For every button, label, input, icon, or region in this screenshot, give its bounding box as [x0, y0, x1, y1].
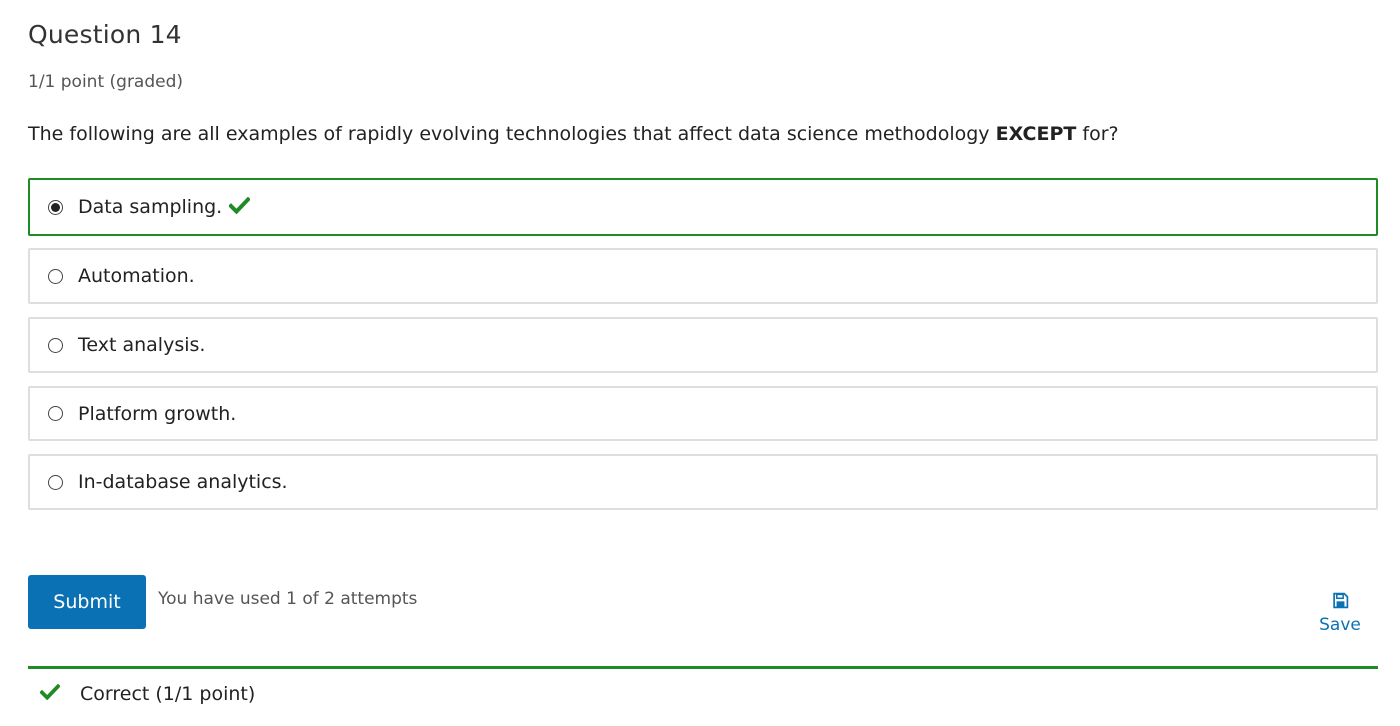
radio-button[interactable] [48, 406, 63, 421]
floppy-disk-icon [1332, 592, 1349, 613]
radio-button-checked[interactable] [48, 199, 63, 215]
prompt-text-start: The following are all examples of rapidl… [28, 123, 996, 145]
question-prompt: The following are all examples of rapidl… [28, 123, 1119, 145]
save-button[interactable]: Save [1314, 592, 1366, 635]
choice-in-database-analytics[interactable]: In-database analytics. [28, 454, 1378, 510]
prompt-text-end: for? [1076, 123, 1119, 145]
choice-data-sampling[interactable]: Data sampling. [28, 178, 1378, 236]
choice-automation[interactable]: Automation. [28, 248, 1378, 304]
feedback-divider [28, 666, 1378, 669]
radio-button[interactable] [48, 474, 63, 490]
checkmark-icon [39, 683, 61, 704]
feedback-status: Correct (1/1 point) [39, 683, 256, 705]
choice-platform-growth[interactable]: Platform growth. [28, 386, 1378, 441]
prompt-emphasis: EXCEPT [995, 123, 1077, 145]
choice-label: Platform growth. [78, 402, 237, 425]
choice-label: Data sampling. [78, 196, 223, 218]
choice-label: Automation. [78, 265, 195, 287]
save-label: Save [1319, 615, 1361, 635]
question-points: 1/1 point (graded) [28, 72, 184, 92]
choice-label: Text analysis. [78, 334, 206, 356]
choice-label: In-database analytics. [78, 471, 288, 493]
radio-button[interactable] [48, 337, 63, 353]
feedback-text: Correct (1/1 point) [80, 683, 256, 705]
attempts-text: You have used 1 of 2 attempts [158, 589, 418, 609]
checkmark-icon [228, 196, 252, 218]
submit-button[interactable]: Submit [28, 575, 146, 629]
question-title: Question 14 [28, 20, 182, 49]
radio-button[interactable] [48, 268, 63, 284]
choice-text-analysis[interactable]: Text analysis. [28, 317, 1378, 373]
